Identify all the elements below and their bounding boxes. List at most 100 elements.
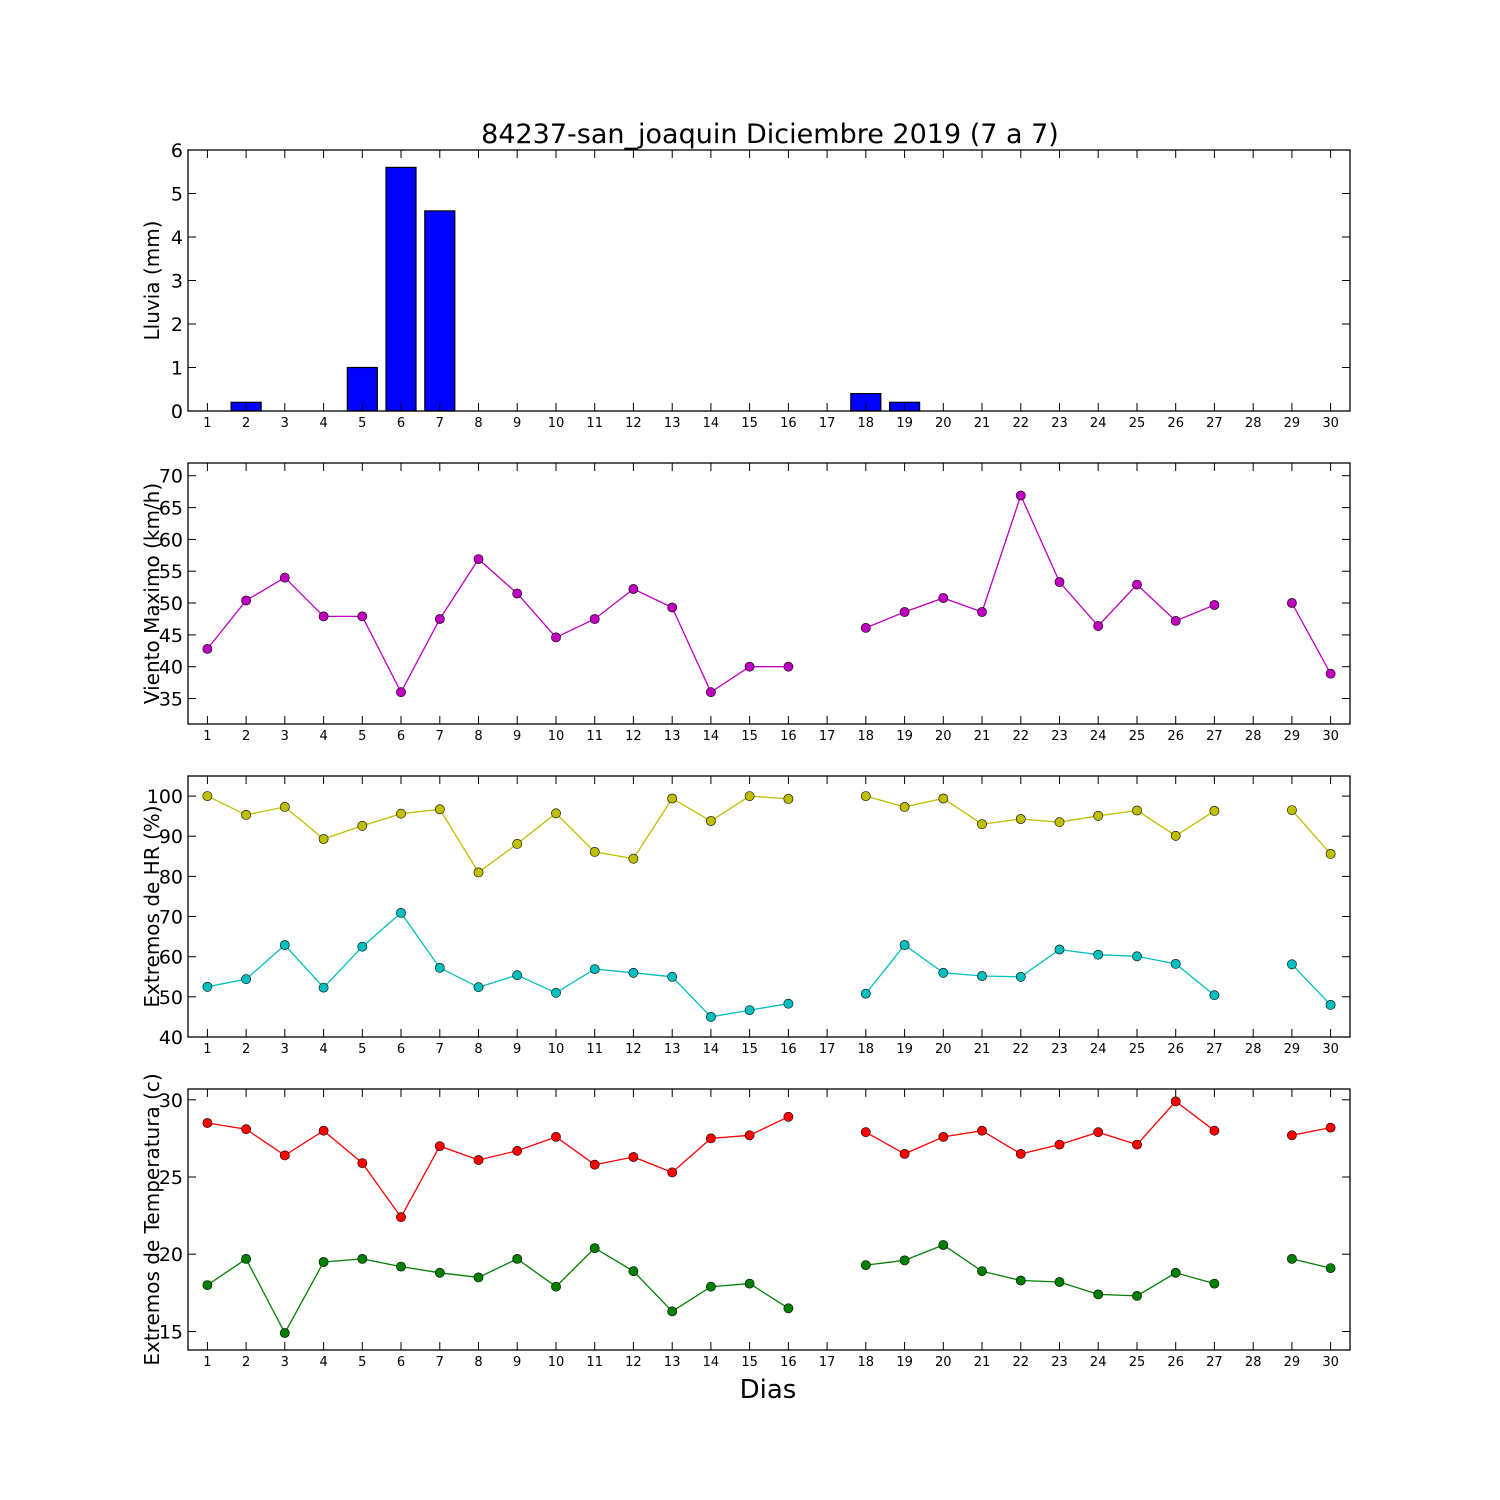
series-2-point — [899, 1255, 910, 1266]
series-1-point — [396, 1212, 406, 1223]
x-tick-label: 24 — [1090, 729, 1107, 744]
x-tick-label: 30 — [1322, 729, 1339, 744]
x-tick-label: 6 — [397, 729, 405, 744]
series-2-point — [318, 1257, 329, 1267]
x-tick-label: 16 — [780, 729, 797, 744]
series-2-point — [1054, 944, 1065, 955]
y-tick-label: 25 — [159, 1167, 183, 1189]
y-tick-label: 80 — [159, 866, 183, 888]
series-1-point — [860, 791, 871, 801]
x-tick-label: 28 — [1245, 729, 1262, 744]
series-2-point — [744, 1005, 755, 1015]
x-tick-label: 15 — [741, 1355, 758, 1370]
series-2-point — [860, 988, 871, 999]
series-1-point — [551, 808, 561, 819]
series-1-point — [1015, 490, 1026, 501]
x-tick-label: 12 — [625, 416, 642, 431]
x-tick-label: 5 — [358, 1355, 366, 1370]
x-tick-label: 22 — [1013, 729, 1030, 744]
x-tick-label: 3 — [281, 416, 289, 431]
series-2-point — [1287, 959, 1297, 970]
series-2-point — [357, 941, 368, 952]
x-tick-label: 2 — [242, 416, 250, 431]
x-tick-label: 14 — [703, 1355, 720, 1370]
y-axis-label: Extremos de HR (%) — [140, 805, 164, 1007]
series-1-point — [977, 1125, 987, 1136]
series-2-point — [1132, 1291, 1142, 1301]
x-tick-label: 23 — [1051, 1042, 1068, 1057]
y-tick-label: 50 — [159, 593, 183, 615]
x-tick-label: 8 — [474, 416, 482, 431]
y-tick-label: 45 — [159, 625, 183, 647]
series-1-point — [1325, 668, 1336, 679]
x-tick-label: 25 — [1129, 1042, 1146, 1057]
x-tick-label: 11 — [586, 1042, 603, 1057]
series-1-point — [589, 614, 600, 624]
series-2-point — [396, 1261, 406, 1272]
y-tick-label: 40 — [159, 657, 183, 679]
y-tick-label: 70 — [159, 466, 183, 488]
y-axis-label: Viento Maximo (km/h) — [140, 483, 164, 704]
series-1-point — [396, 808, 406, 819]
y-tick-label: 35 — [159, 689, 183, 711]
x-tick-label: 1 — [203, 1355, 211, 1370]
series-1-point — [667, 1167, 678, 1178]
x-tick-label: 7 — [436, 729, 444, 744]
x-tick-label: 17 — [819, 1042, 836, 1057]
series-1-point — [473, 554, 484, 564]
x-tick-label: 11 — [586, 416, 603, 431]
series-2-point — [589, 1243, 600, 1253]
series-1-line — [206, 558, 789, 694]
y-tick-label: 60 — [159, 529, 183, 551]
series-2-line — [1291, 963, 1332, 1006]
series-2-point — [512, 1254, 523, 1264]
x-tick-label: 20 — [935, 729, 952, 744]
x-tick-label: 9 — [513, 1042, 521, 1057]
plot-frame — [187, 1088, 1351, 1351]
series-2-point — [1325, 1263, 1336, 1273]
series-2-point — [1132, 951, 1142, 962]
y-tick-label: 40 — [159, 1027, 183, 1049]
series-1-point — [706, 816, 716, 826]
series-2-point — [938, 967, 949, 978]
x-tick-label: 28 — [1245, 416, 1262, 431]
y-tick-label: 15 — [159, 1322, 183, 1344]
series-2-line — [207, 911, 789, 1018]
x-tick-label: 20 — [935, 416, 952, 431]
series-1-point — [202, 791, 213, 801]
series-2-point — [202, 1280, 213, 1290]
series-1-line — [865, 493, 1215, 629]
series-1-point — [1170, 830, 1181, 841]
x-tick-label: 20 — [935, 1042, 952, 1057]
series-1-point — [899, 1149, 910, 1159]
x-tick-label: 4 — [319, 729, 327, 744]
x-tick-label: 25 — [1129, 1355, 1146, 1370]
series-2-point — [1287, 1254, 1297, 1264]
x-tick-label: 23 — [1051, 1355, 1068, 1370]
series-2-point — [1209, 990, 1220, 1001]
x-tick-label: 16 — [780, 1355, 797, 1370]
series-2-point — [1093, 949, 1104, 960]
series-1-point — [357, 820, 368, 831]
series-1-point — [396, 687, 406, 698]
x-tick-label: 5 — [358, 1042, 366, 1057]
x-tick-label: 29 — [1284, 729, 1301, 744]
series-2-line — [207, 1247, 789, 1335]
x-tick-label: 24 — [1090, 1042, 1107, 1057]
series-1-point — [512, 1145, 523, 1156]
x-tick-label: 15 — [741, 1042, 758, 1057]
x-tick-label: 10 — [548, 1042, 565, 1057]
y-tick-label: 0 — [171, 401, 183, 423]
series-1-point — [706, 1133, 716, 1144]
x-tick-label: 13 — [664, 416, 681, 431]
series-1-line — [1291, 602, 1332, 675]
x-tick-label: 17 — [819, 729, 836, 744]
x-tick-label: 26 — [1167, 729, 1184, 744]
series-1-point — [783, 661, 794, 672]
series-1-point — [589, 1159, 600, 1170]
series-1-point — [1132, 1139, 1142, 1150]
x-tick-label: 6 — [397, 1355, 405, 1370]
x-tick-label: 27 — [1206, 729, 1223, 744]
